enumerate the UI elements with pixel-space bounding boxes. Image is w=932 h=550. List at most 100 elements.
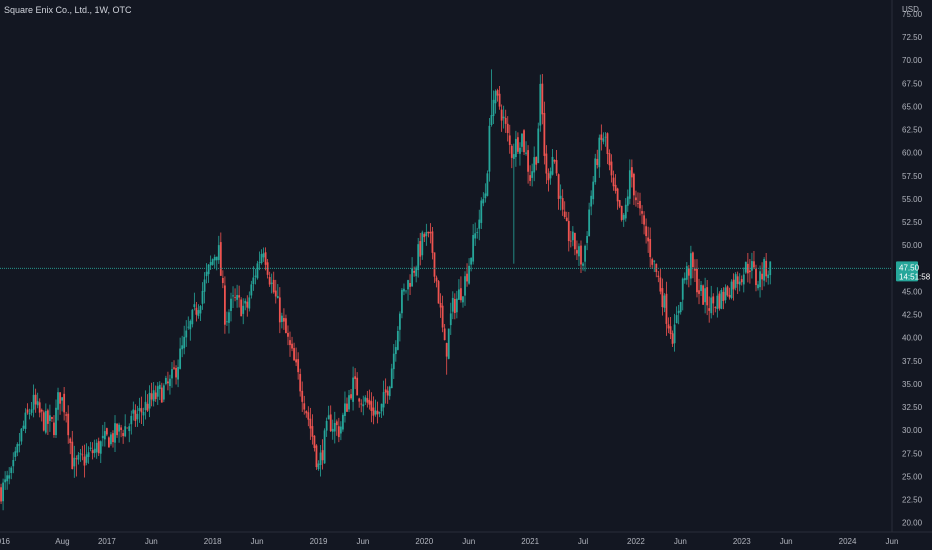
candle-body bbox=[462, 296, 464, 303]
candle-body bbox=[500, 109, 503, 121]
candle-body bbox=[740, 279, 743, 283]
candle-body bbox=[87, 452, 90, 458]
candle-body bbox=[321, 450, 324, 461]
candle-body bbox=[152, 390, 155, 402]
candle-body bbox=[248, 297, 251, 309]
time-axis[interactable]: 2016 Aug 2017 Jun 2018 Jun 2019 Jun 2020 Jun 2021 J… bbox=[0, 537, 898, 546]
candle-body bbox=[415, 267, 418, 277]
candle-body bbox=[653, 260, 656, 262]
candle-body bbox=[451, 297, 454, 312]
price-axis[interactable]: 20.00 22.50 25.00 27.50 30.00 32.50 35.00 37.50… bbox=[902, 10, 923, 528]
candle-body bbox=[199, 306, 202, 314]
candle-body bbox=[484, 193, 487, 199]
candle-body bbox=[301, 390, 304, 402]
candle-body bbox=[8, 475, 11, 479]
price-tick-label: 25.00 bbox=[902, 472, 923, 481]
candle-body bbox=[582, 263, 584, 266]
candle-body bbox=[362, 404, 365, 407]
candle-body bbox=[714, 306, 717, 308]
candle-body bbox=[506, 123, 509, 134]
candle-body bbox=[413, 270, 416, 273]
candles-layer bbox=[0, 69, 772, 511]
candle-body bbox=[565, 217, 568, 221]
candle-body bbox=[622, 214, 625, 220]
candle-body bbox=[748, 270, 751, 273]
candle-body bbox=[223, 285, 226, 325]
candle-body bbox=[573, 232, 576, 250]
candle-body bbox=[134, 410, 137, 421]
candle-body bbox=[140, 408, 143, 413]
time-tick-label: Jun bbox=[356, 537, 369, 546]
candle-body bbox=[710, 297, 713, 314]
candle-body bbox=[195, 307, 198, 315]
candle-body bbox=[417, 244, 420, 271]
candle-body bbox=[203, 279, 206, 292]
candle-body bbox=[421, 232, 424, 256]
candle-body bbox=[221, 277, 224, 284]
candle-body bbox=[61, 397, 64, 401]
candle-body bbox=[289, 340, 291, 346]
candle-body bbox=[55, 407, 57, 436]
candle-body bbox=[154, 392, 157, 400]
candle-body bbox=[254, 275, 257, 277]
candle-body bbox=[702, 285, 704, 305]
candle-body bbox=[698, 290, 700, 294]
candle-body bbox=[614, 184, 617, 191]
candle-body bbox=[65, 414, 68, 416]
price-tick-label: 27.50 bbox=[902, 449, 923, 458]
candle-body bbox=[358, 398, 361, 402]
candle-body bbox=[327, 415, 330, 420]
candle-body bbox=[757, 284, 759, 289]
candle-body bbox=[22, 425, 25, 429]
candle-body bbox=[339, 426, 342, 434]
candle-body bbox=[99, 441, 102, 454]
time-tick-label: Jul bbox=[578, 537, 588, 546]
candle-body bbox=[427, 231, 430, 234]
candle-body bbox=[329, 414, 332, 431]
candle-body bbox=[346, 403, 348, 412]
candle-body bbox=[519, 147, 521, 154]
candle-body bbox=[378, 411, 381, 414]
candle-body bbox=[333, 423, 336, 432]
price-tick-label: 32.50 bbox=[902, 403, 923, 412]
candle-body bbox=[116, 423, 118, 436]
candle-body bbox=[687, 268, 690, 276]
candle-body bbox=[586, 235, 588, 243]
candle-body bbox=[226, 321, 228, 323]
candle-body bbox=[588, 209, 591, 237]
candle-body bbox=[364, 397, 367, 402]
candle-body bbox=[138, 408, 141, 412]
price-tick-label: 50.00 bbox=[902, 241, 923, 250]
candle-body bbox=[521, 133, 523, 147]
candle-body bbox=[24, 412, 27, 429]
candle-body bbox=[207, 264, 210, 275]
candle-body bbox=[158, 384, 161, 389]
price-tick-label: 20.00 bbox=[902, 519, 923, 528]
candle-body bbox=[517, 137, 519, 152]
candle-body bbox=[335, 421, 338, 426]
candle-body bbox=[502, 116, 505, 119]
candle-body bbox=[458, 289, 460, 300]
candle-body bbox=[293, 348, 295, 361]
candle-body bbox=[478, 219, 481, 229]
candle-body bbox=[342, 414, 344, 430]
candle-body bbox=[630, 167, 633, 178]
candle-body bbox=[6, 475, 9, 482]
candle-body bbox=[384, 389, 387, 393]
candle-body bbox=[624, 204, 627, 219]
time-tick-label: Jun bbox=[780, 537, 793, 546]
candle-body bbox=[146, 403, 149, 411]
time-tick-label: Jun bbox=[251, 537, 264, 546]
candle-body bbox=[584, 245, 586, 262]
candle-body bbox=[525, 152, 527, 154]
candle-body bbox=[71, 441, 74, 470]
candle-body bbox=[447, 328, 450, 359]
candle-body bbox=[592, 181, 595, 200]
candle-body bbox=[665, 293, 668, 324]
candle-body bbox=[81, 454, 84, 456]
candle-body bbox=[476, 232, 479, 233]
candle-body bbox=[110, 434, 112, 445]
candle-body bbox=[494, 90, 497, 104]
candle-body bbox=[307, 412, 310, 420]
